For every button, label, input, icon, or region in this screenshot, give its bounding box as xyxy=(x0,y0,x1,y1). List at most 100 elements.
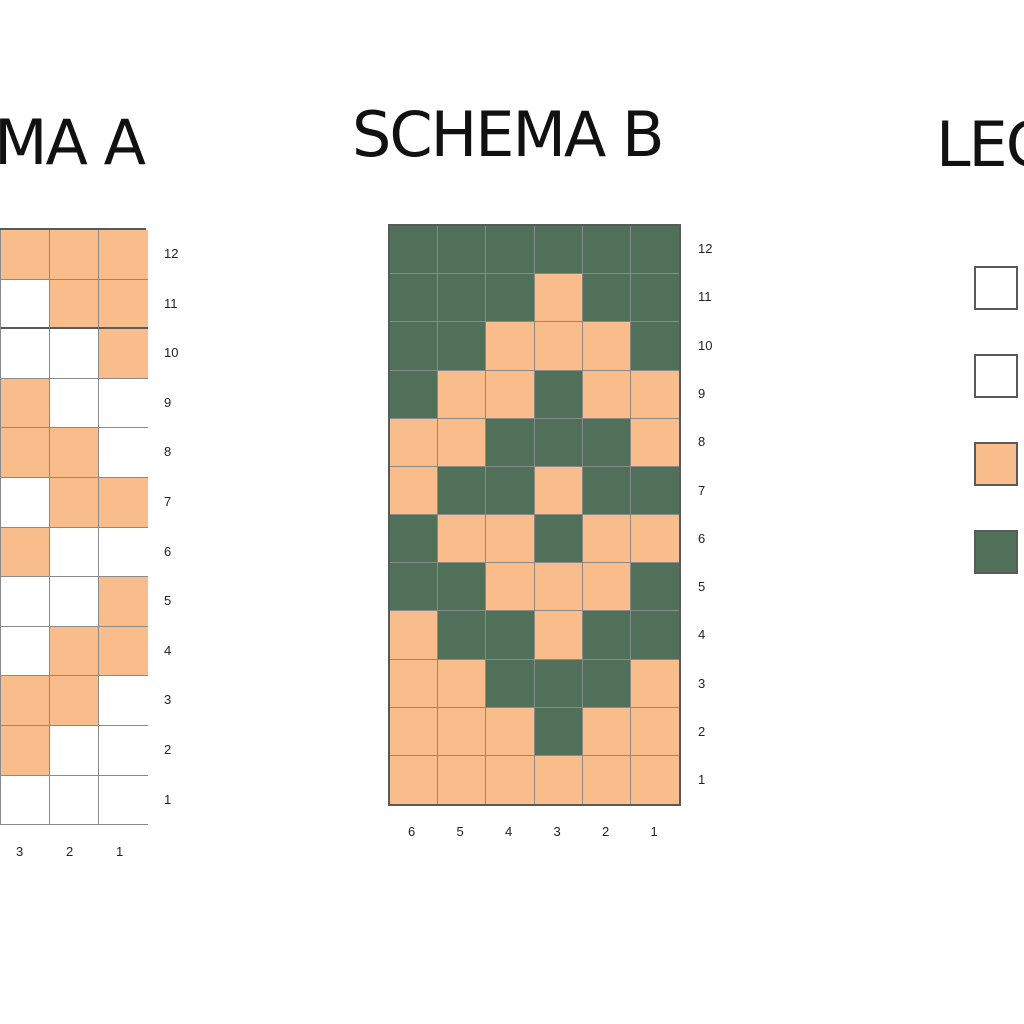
schema-b-cell xyxy=(486,611,535,660)
schema-a-cell xyxy=(99,428,148,478)
schema-b-cell xyxy=(486,274,535,323)
schema-a-cell xyxy=(1,230,50,280)
schema-b-row-number: 6 xyxy=(698,530,706,546)
schema-a-cell xyxy=(99,626,148,677)
schema-a-cell xyxy=(50,279,99,330)
schema-a-col-number: 1 xyxy=(116,844,124,859)
schema-b-cell xyxy=(534,611,583,660)
schema-a-cell xyxy=(1,577,50,627)
schema-b-cell xyxy=(390,611,439,660)
schema-b-row-number: 8 xyxy=(698,434,706,450)
schema-a-cell xyxy=(1,725,50,776)
schema-a-cell xyxy=(1,428,50,478)
schema-a-row-number: 6 xyxy=(164,543,172,559)
schema-b-cell xyxy=(438,418,487,467)
schema-b-cell xyxy=(534,274,583,323)
schema-b-cell xyxy=(390,515,439,564)
schema-b-row-number: 4 xyxy=(698,627,706,643)
schema-a-cell xyxy=(1,279,50,330)
schema-b-cell xyxy=(630,611,679,660)
schema-b-cell xyxy=(630,755,679,804)
schema-a-cell xyxy=(50,775,99,826)
schema-b-cell xyxy=(534,515,583,564)
schema-b-cell xyxy=(390,659,439,708)
schema-a-cell xyxy=(50,626,99,677)
schema-b-cell xyxy=(486,370,535,419)
schema-b-row-number: 9 xyxy=(698,385,706,401)
schema-a-row-number: 8 xyxy=(164,444,172,460)
schema-a-cell xyxy=(0,378,1,429)
schema-a-cell xyxy=(99,477,148,528)
schema-b-cell xyxy=(534,370,583,419)
schema-a-cell xyxy=(0,725,1,776)
schema-b-cell xyxy=(438,466,487,515)
schema-b-cell xyxy=(438,322,487,371)
schema-b-col-number: 2 xyxy=(602,824,610,839)
schema-b-cell xyxy=(390,418,439,467)
legend-swatch-white xyxy=(974,266,1018,310)
schema-b-cell xyxy=(486,755,535,804)
schema-a-cell xyxy=(0,676,1,726)
schema-a-row-number: 10 xyxy=(164,345,179,361)
schema-a-cell xyxy=(99,378,148,429)
schema-b-cell xyxy=(390,274,439,323)
schema-b-cell xyxy=(630,370,679,419)
schema-b-cell xyxy=(486,418,535,467)
schema-b-cell xyxy=(390,226,439,275)
schema-b-cell xyxy=(534,226,583,275)
schema-b-cell xyxy=(390,466,439,515)
schema-b-cell xyxy=(438,611,487,660)
schema-b-cell xyxy=(630,563,679,612)
schema-a-cell xyxy=(0,329,1,379)
schema-a-row-number: 12 xyxy=(164,246,179,261)
schema-a-row-number: 11 xyxy=(164,295,178,311)
schema-b-cell xyxy=(438,515,487,564)
schema-a-cell xyxy=(99,577,148,627)
schema-b-cell xyxy=(438,659,487,708)
schema-a-cell xyxy=(99,725,148,776)
schema-b-cell xyxy=(582,466,631,515)
schema-a-cell xyxy=(50,378,99,429)
schema-b-cell xyxy=(582,563,631,612)
schema-b-row-number: 7 xyxy=(698,482,706,498)
schema-b-row-number: 12 xyxy=(698,241,713,256)
legend-swatch-peach xyxy=(974,442,1018,486)
schema-a-cell xyxy=(1,378,50,429)
schema-a-cell xyxy=(1,329,50,379)
schema-a-cell xyxy=(0,626,1,677)
schema-b-cell xyxy=(534,466,583,515)
schema-a-cell xyxy=(1,626,50,677)
schema-b-cell xyxy=(582,515,631,564)
schema-b-cell xyxy=(438,370,487,419)
schema-a-cell xyxy=(99,527,148,578)
schema-b-cell xyxy=(630,274,679,323)
schema-a-cell xyxy=(50,725,99,776)
schema-a-cell xyxy=(1,527,50,578)
schema-a-cell xyxy=(50,477,99,528)
schema-b-title: SCHEMA B xyxy=(352,98,665,171)
schema-a-row-number: 5 xyxy=(164,593,172,609)
schema-a-grid xyxy=(0,228,148,826)
schema-a-row-number: 2 xyxy=(164,742,172,757)
schema-b-cell xyxy=(534,322,583,371)
schema-a-cell xyxy=(0,527,1,578)
schema-b-cell xyxy=(630,418,679,467)
schema-b-grid xyxy=(388,224,681,806)
schema-b-cell xyxy=(534,755,583,804)
schema-b-cell xyxy=(582,274,631,323)
schema-b-row-number: 10 xyxy=(698,337,713,353)
schema-b-row-number: 2 xyxy=(698,724,706,739)
schema-a-cell xyxy=(50,230,99,280)
schema-a-cell xyxy=(99,775,148,826)
schema-b-row-number: 1 xyxy=(698,772,706,788)
schema-a-cell xyxy=(0,577,1,627)
schema-b-cell xyxy=(630,515,679,564)
schema-b-cell xyxy=(630,707,679,756)
schema-b-cell xyxy=(486,226,535,275)
schema-a-cell xyxy=(0,775,1,826)
schema-b-row-number: 3 xyxy=(698,675,706,691)
legend-swatch-white xyxy=(974,354,1018,398)
schema-b-cell xyxy=(630,322,679,371)
schema-b-cell xyxy=(582,226,631,275)
schema-b-cell xyxy=(582,370,631,419)
